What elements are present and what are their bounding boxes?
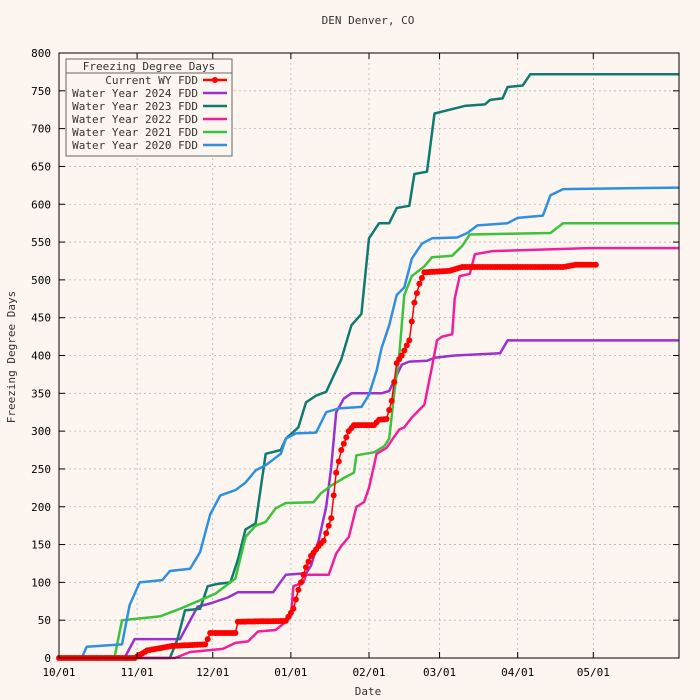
- data-point: [330, 492, 337, 499]
- data-point: [592, 261, 599, 268]
- y-tick-label: 100: [31, 576, 51, 589]
- data-point: [406, 337, 413, 344]
- x-tick-label: 11/01: [121, 666, 154, 679]
- data-point: [338, 447, 345, 453]
- data-point: [300, 571, 307, 578]
- x-tick-label: 12/01: [196, 666, 229, 679]
- y-tick-label: 350: [31, 387, 51, 400]
- data-point: [403, 342, 410, 349]
- data-point: [391, 379, 398, 385]
- y-tick-label: 150: [31, 539, 51, 552]
- data-point: [413, 290, 420, 297]
- y-tick-label: 450: [31, 312, 51, 325]
- legend-marker: [212, 77, 218, 83]
- series-line-water-year-2020-fdd: [59, 186, 680, 660]
- legend: Freezing Degree Days Current WY FDDWater…: [65, 58, 233, 157]
- y-tick-label: 800: [31, 47, 51, 60]
- legend-entry-label: Water Year 2024 FDD: [72, 87, 198, 100]
- data-point: [333, 469, 340, 476]
- legend-entry-label: Water Year 2022 FDD: [72, 113, 198, 126]
- x-tick-label: 03/01: [423, 666, 456, 679]
- legend-title: Freezing Degree Days: [83, 60, 215, 73]
- series-line-water-year-2022-fdd: [59, 246, 679, 660]
- data-point: [418, 275, 425, 281]
- data-point: [401, 347, 408, 354]
- legend-entry-label: Water Year 2020 FDD: [72, 139, 198, 152]
- y-tick-label: 0: [44, 652, 51, 665]
- legend-box: [65, 58, 233, 157]
- data-point: [204, 636, 211, 643]
- data-point: [340, 440, 347, 447]
- data-point: [328, 515, 335, 522]
- y-tick-label: 550: [31, 236, 51, 249]
- x-tick-label: 04/01: [501, 666, 534, 679]
- data-point: [398, 352, 405, 359]
- data-point: [305, 558, 312, 565]
- data-point: [303, 564, 309, 571]
- y-tick-label: 600: [31, 198, 51, 211]
- data-point: [386, 407, 393, 413]
- y-tick-label: 750: [31, 85, 51, 98]
- data-point: [335, 458, 342, 465]
- y-tick-label: 200: [31, 501, 51, 514]
- data-point: [295, 586, 302, 593]
- x-tick-label: 05/01: [577, 666, 610, 679]
- data-point: [320, 537, 327, 544]
- data-point: [325, 522, 332, 529]
- y-axis-label: Freezing Degree Days: [5, 291, 18, 423]
- y-tick-label: 700: [31, 123, 51, 136]
- data-point: [292, 596, 299, 603]
- chart-title: DEN Denver, CO: [322, 14, 415, 27]
- data-point: [411, 299, 418, 306]
- axis-ticks: 0 50 100 150 200 250 300 350 400 450 500 550 600 650 7…: [31, 47, 679, 679]
- series-line-water-year-2021-fdd: [59, 221, 679, 660]
- y-tick-label: 250: [31, 463, 51, 476]
- series-line-water-year-2023-fdd: [59, 72, 679, 660]
- series-lines: [56, 72, 680, 661]
- data-point: [343, 434, 350, 441]
- data-point: [290, 605, 297, 612]
- data-point: [298, 579, 304, 586]
- legend-entry-label: Current WY FDD: [105, 74, 198, 87]
- legend-entry-label: Water Year 2023 FDD: [72, 100, 198, 113]
- data-point: [232, 630, 239, 636]
- x-tick-label: 10/01: [42, 666, 75, 679]
- x-axis-label: Date: [355, 685, 382, 698]
- x-tick-label: 02/01: [352, 666, 385, 679]
- data-point: [202, 641, 209, 648]
- y-tick-label: 500: [31, 274, 51, 287]
- legend-entry-label: Water Year 2021 FDD: [72, 126, 198, 139]
- data-point: [388, 397, 395, 404]
- data-point: [383, 416, 390, 422]
- y-tick-label: 50: [38, 614, 51, 627]
- y-tick-label: 650: [31, 160, 51, 173]
- y-tick-label: 400: [31, 350, 51, 363]
- data-point: [323, 530, 330, 537]
- data-point: [416, 280, 423, 287]
- x-tick-label: 01/01: [274, 666, 307, 679]
- y-tick-label: 300: [31, 425, 51, 438]
- data-point: [408, 318, 415, 325]
